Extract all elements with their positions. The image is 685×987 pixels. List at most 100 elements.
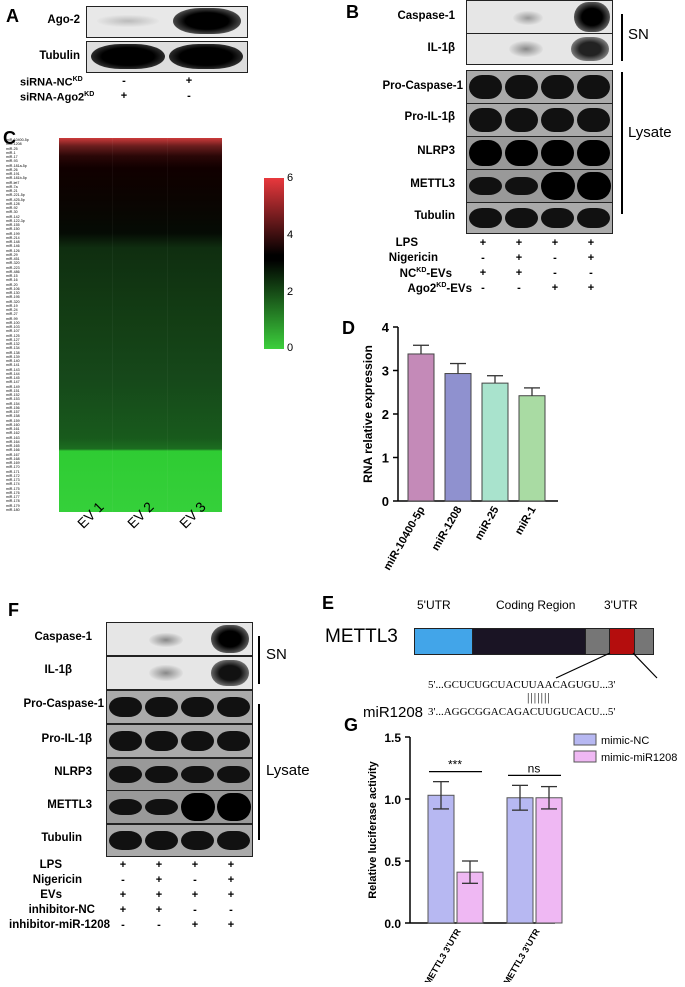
blot-mettl3-b <box>466 169 613 203</box>
blot-label: NLRP3 <box>417 145 455 157</box>
heatmap-row-label: miR-162 <box>6 431 20 436</box>
heatmap-row-label: miR-19 <box>6 303 18 308</box>
y-tick-label: 0.5 <box>384 855 401 869</box>
blot-label-tubulin: Tubulin <box>39 50 80 62</box>
heatmap-row-label: miR-174 <box>6 482 20 487</box>
bar <box>444 373 472 502</box>
heatmap-row-label: miR-99 <box>6 316 18 321</box>
sign: + <box>119 859 127 871</box>
heatmap-row-label: miR-147 <box>6 380 20 385</box>
heatmap-row-label: miR-148 <box>6 240 20 244</box>
bar <box>427 794 455 924</box>
sign: + <box>227 859 235 871</box>
blot-proil1b-f <box>106 724 253 758</box>
sign: - <box>157 919 161 931</box>
y-tick-label: 0 <box>382 494 389 509</box>
x-tick-label: miR-10400-5p <box>381 504 427 572</box>
heatmap-row-label: miR-172 <box>6 473 20 478</box>
heatmap-row-label: miR-127 <box>6 337 20 342</box>
heatmap-row-label: miR-173 <box>6 478 20 482</box>
y-tick-label: 1.5 <box>384 731 401 745</box>
panel-letter-b: B <box>346 2 359 22</box>
bar <box>518 395 546 502</box>
heatmap-row-label: miR-169 <box>6 461 20 465</box>
sn-bracket <box>258 636 260 684</box>
sign: + <box>155 874 163 886</box>
sign: + <box>155 859 163 871</box>
y-axis-label: Relative luciferase activity <box>367 760 379 898</box>
heatmap-row-label: miR-122-3p <box>6 218 25 223</box>
heatmap-row-label: miR-155 <box>6 223 20 227</box>
blot-caspase1-f <box>106 622 253 656</box>
lysate-bracket <box>621 72 623 214</box>
sign: + <box>227 919 235 931</box>
blot-label: Tubulin <box>414 210 455 222</box>
sign: - <box>121 919 125 931</box>
heatmap-row-label: miR-1 <box>6 150 16 155</box>
x-tick-label: miR-25 <box>473 505 502 543</box>
cond-label: LPS <box>395 237 418 249</box>
heatmap-row-label: miR-157 <box>6 410 20 414</box>
heatmap-row-label: miR-223 <box>6 265 20 270</box>
scale-tick: 4 <box>287 229 294 241</box>
y-tick-label: 0.0 <box>384 917 401 931</box>
sign: + <box>185 75 193 87</box>
heatmap-row-label: miR-143 <box>6 367 20 372</box>
heatmap-row-label: miR-425-5p <box>6 197 25 202</box>
legend-label: mimic-miR1208 <box>601 752 677 764</box>
heatmap-row-label: miR-486 <box>6 269 20 274</box>
sign: - <box>517 282 521 294</box>
blot-procaspase1-f <box>106 690 253 724</box>
sign: - <box>481 282 485 294</box>
panel-letter-c: C <box>3 128 16 148</box>
heatmap-row-label: miR-151 <box>6 388 20 393</box>
heatmap-row-label: miR-149 <box>6 384 20 389</box>
lysate-bracket <box>258 704 260 840</box>
heatmap-row-label: miR-138 <box>6 350 20 355</box>
heatmap-row-label: miR-175 <box>6 486 20 491</box>
heatmap-row-label: miR-1208 <box>6 142 22 147</box>
bar <box>506 797 534 924</box>
heatmap-row-label: miR-140 <box>6 359 20 363</box>
heatmap-row-label: miR-214 <box>6 235 20 240</box>
heatmap-row-label: miR-177 <box>6 495 20 499</box>
blot-nlrp3-b <box>466 136 613 170</box>
heatmap-row-label: miR-160 <box>6 422 20 427</box>
heatmap-row-label: miR-145 <box>6 376 20 380</box>
scale-tick: 0 <box>287 342 294 354</box>
heatmap-row-label: miR-142 <box>6 214 20 219</box>
x-tick-label: miR-1 <box>513 505 539 537</box>
bar <box>535 797 563 924</box>
sign: + <box>120 90 128 102</box>
sign: + <box>119 904 127 916</box>
heatmap-row-label: miR-161 <box>6 427 20 431</box>
y-tick-label: 3 <box>382 364 389 379</box>
blot-tubulin-a <box>86 41 248 73</box>
scale-tick: 6 <box>287 172 294 184</box>
x-tick-label: MUT-METTL3 3'UTR <box>491 927 542 982</box>
blot-label: Pro-Caspase-1 <box>23 698 104 710</box>
sign: - <box>187 90 191 102</box>
sequence-top: 5'...GCUCUGCUACUUAACAGUGU...3' <box>428 679 616 691</box>
heatmap-row-label: miR-130 <box>6 291 20 295</box>
sign: - <box>193 904 197 916</box>
heatmap-row-label: miR-181b-5p <box>6 176 27 181</box>
heatmap-row-label: miR-144 <box>6 371 20 376</box>
panel-letter-f: F <box>8 600 19 620</box>
region-5utr-box <box>414 628 473 655</box>
sign: + <box>551 282 559 294</box>
cond-label: Nigericin <box>388 252 438 264</box>
heatmap-row-label: miR-176 <box>6 490 20 495</box>
y-tick-label: 1 <box>382 451 389 466</box>
sign: + <box>191 889 199 901</box>
heatmap-row-label: miR-128 <box>6 201 20 206</box>
heatmap-row-label: miR-168 <box>6 456 20 461</box>
heatmap-row-label: miR-159 <box>6 418 20 423</box>
group-label-sn: SN <box>266 646 287 663</box>
sign: + <box>191 859 199 871</box>
heatmap-row-label: miR-24 <box>6 308 18 312</box>
sign: - <box>589 267 593 279</box>
significance-label: ns <box>528 761 541 775</box>
sign: + <box>587 237 595 249</box>
y-tick-label: 2 <box>382 407 389 422</box>
